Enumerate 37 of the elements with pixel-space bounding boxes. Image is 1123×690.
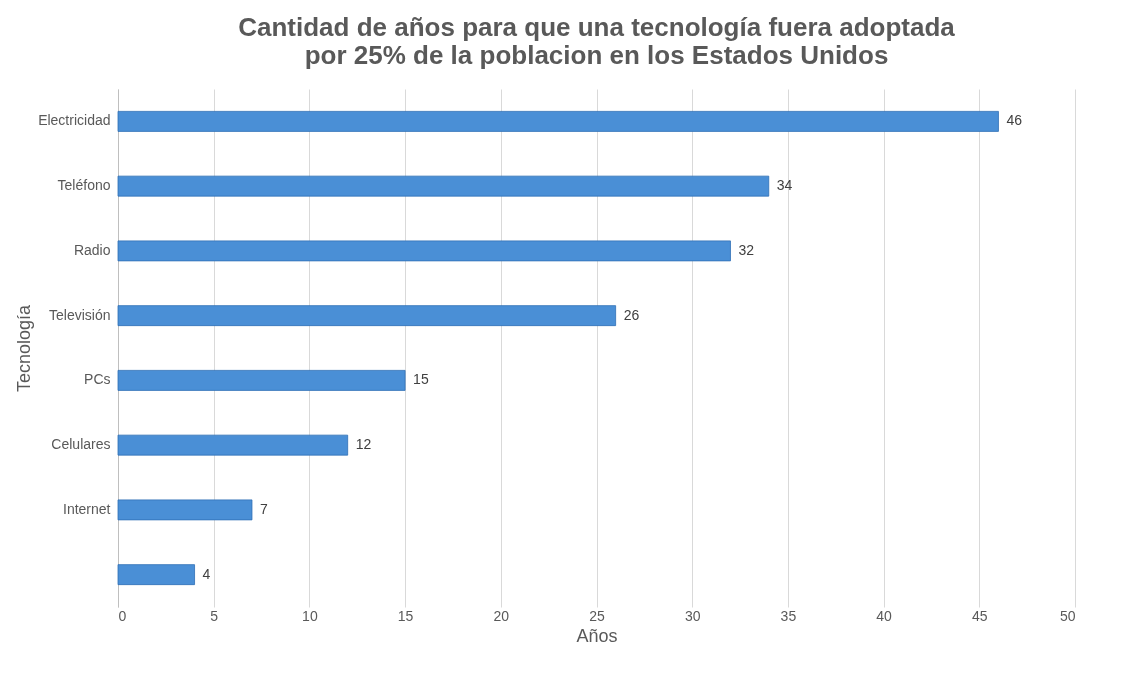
data-label: 32 — [738, 241, 755, 258]
chart-title: Cantidad de años para que una tecnología fuera adoptada por 25% de la poblacion en los Estados Unidos — [238, 12, 956, 70]
data-label: 46 — [1006, 112, 1023, 129]
bar — [117, 175, 770, 197]
bar — [117, 110, 999, 132]
data-label: 15 — [413, 371, 429, 388]
x-axis-title: Años — [576, 625, 618, 646]
x-tick-label: 15 — [397, 607, 414, 624]
data-label: 4 — [202, 565, 211, 582]
x-tick-label: 5 — [210, 607, 219, 624]
y-tick-label: PCs — [84, 371, 111, 388]
bar — [117, 434, 349, 456]
x-tick-label: 10 — [302, 607, 318, 624]
bar — [117, 564, 195, 586]
y-tick-label: Televisión — [49, 306, 111, 323]
data-label: 26 — [623, 306, 640, 323]
y-tick-label: Electricidad — [38, 112, 111, 129]
x-tick-label: 0 — [118, 607, 127, 624]
y-tick-label: Teléfono — [57, 177, 111, 194]
y-axis-title: Tecnología — [14, 303, 35, 393]
y-tick-label: Radio — [73, 241, 111, 258]
x-tick-label: 20 — [493, 607, 510, 624]
bar — [117, 240, 731, 262]
bar — [117, 369, 406, 391]
x-tick-label: 25 — [589, 607, 605, 624]
data-label: 7 — [259, 500, 268, 517]
bar — [117, 305, 617, 327]
x-tick-label: 35 — [780, 607, 797, 624]
x-tick-label: 50 — [1059, 607, 1076, 624]
y-tick-label: Celulares — [51, 436, 111, 453]
x-tick-label: 40 — [876, 607, 893, 624]
data-label: 34 — [776, 177, 793, 194]
x-tick-label: 45 — [972, 607, 988, 624]
x-tick-label: 30 — [684, 607, 701, 624]
data-label: 12 — [355, 436, 372, 453]
y-tick-label: Internet — [63, 500, 111, 517]
bar — [117, 499, 253, 521]
